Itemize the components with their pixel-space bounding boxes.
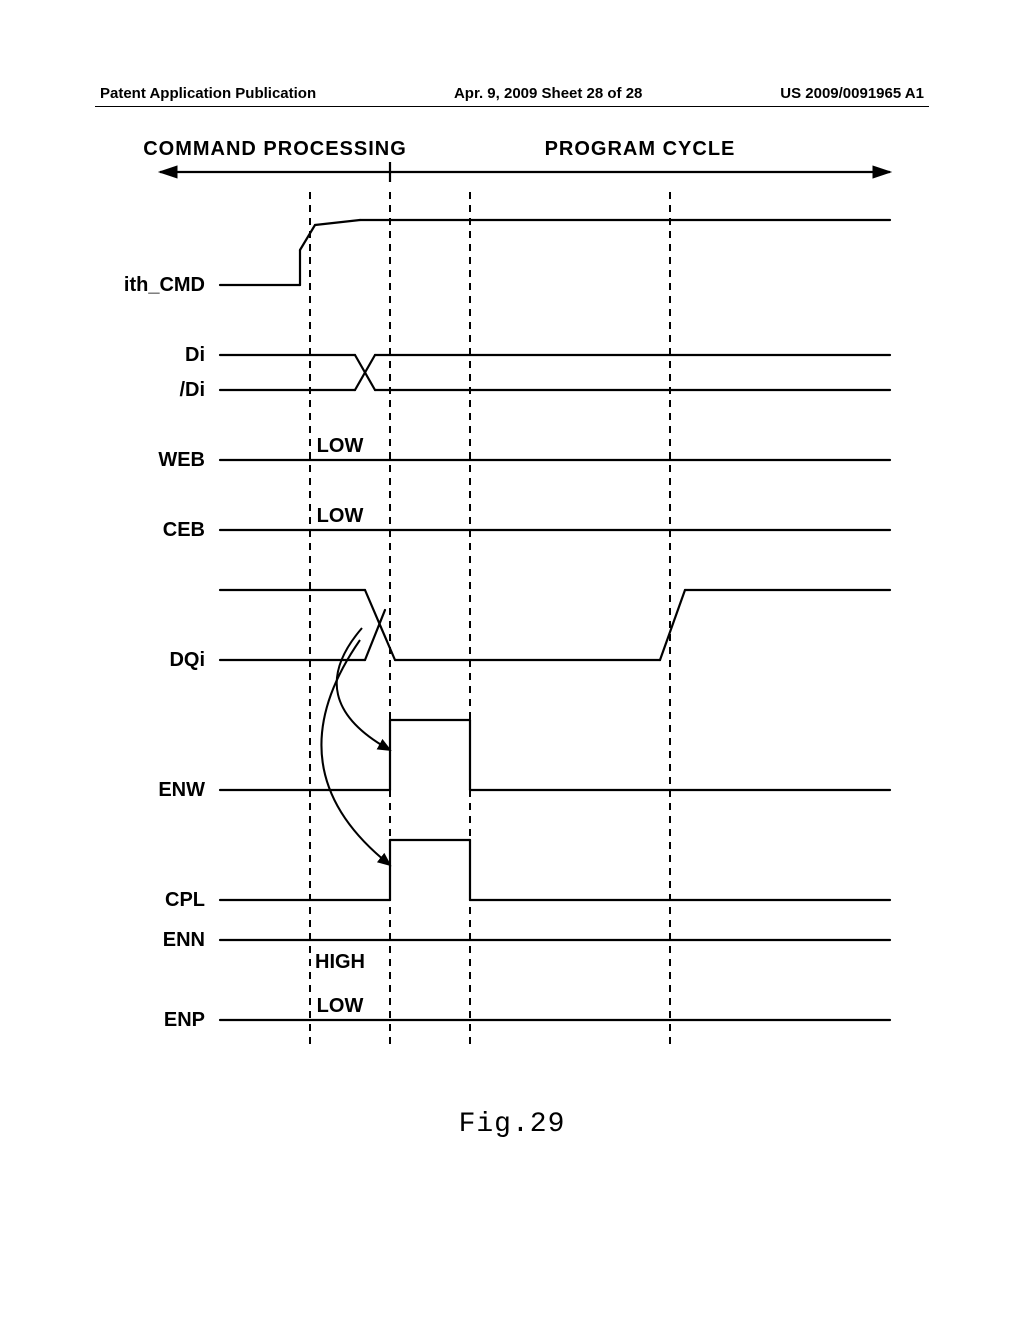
header-rule: [95, 106, 929, 107]
svg-text:ENW: ENW: [158, 779, 205, 801]
svg-text:CPL: CPL: [165, 889, 205, 911]
svg-text:COMMAND PROCESSING: COMMAND PROCESSING: [143, 138, 407, 160]
svg-text:LOW: LOW: [317, 995, 364, 1017]
header-left: Patent Application Publication: [100, 85, 316, 102]
header-center: Apr. 9, 2009 Sheet 28 of 28: [454, 85, 642, 102]
svg-text:LOW: LOW: [317, 505, 364, 527]
svg-text:LOW: LOW: [317, 435, 364, 457]
page-header: Patent Application Publication Apr. 9, 2…: [100, 85, 924, 102]
svg-text:CEB: CEB: [163, 519, 205, 541]
svg-text:ENP: ENP: [164, 1009, 205, 1031]
svg-text:Di: Di: [185, 344, 205, 366]
figure-caption: Fig.29: [0, 1109, 1024, 1140]
svg-text:WEB: WEB: [158, 449, 205, 471]
header-right: US 2009/0091965 A1: [780, 85, 924, 102]
svg-text:HIGH: HIGH: [315, 951, 365, 973]
timing-svg: COMMAND PROCESSING PROGRAM CYCLE ith_CMD Di…: [100, 130, 920, 1070]
svg-text:DQi: DQi: [169, 649, 205, 671]
svg-text:PROGRAM CYCLE: PROGRAM CYCLE: [545, 138, 736, 160]
svg-text:ith_CMD: ith_CMD: [124, 274, 205, 296]
timing-diagram: COMMAND PROCESSING PROGRAM CYCLE ith_CMD Di…: [100, 130, 920, 1070]
svg-text:ENN: ENN: [163, 929, 205, 951]
svg-text:/Di: /Di: [179, 379, 205, 401]
